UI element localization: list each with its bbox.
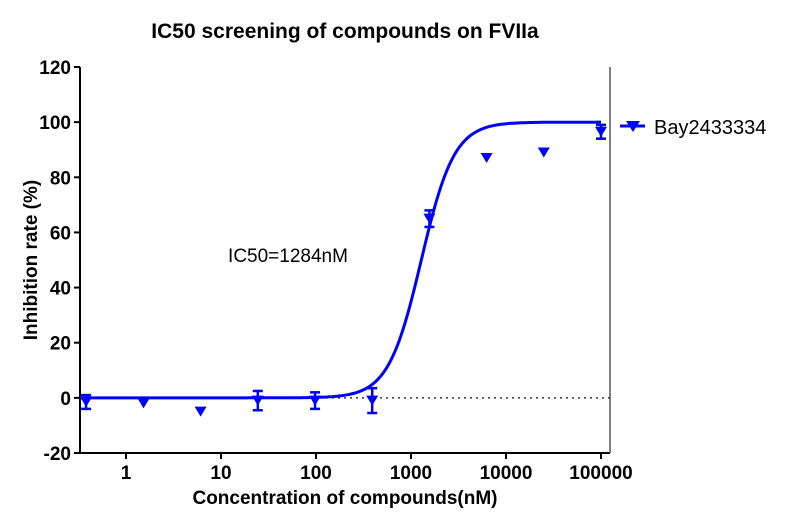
- y-tick-label: -20: [44, 444, 71, 465]
- data-point: [537, 147, 550, 158]
- legend-marker-triangle-down-icon: [626, 121, 640, 132]
- x-tick-label: 10000: [480, 463, 533, 484]
- y-tick-label: 60: [50, 223, 71, 244]
- chart-title: IC50 screening of compounds on FVIIa: [151, 20, 539, 43]
- x-tick-label: 10: [210, 463, 231, 484]
- y-tick-label: 80: [50, 168, 71, 189]
- x-tick-label: 1: [121, 463, 132, 484]
- data-point: [480, 152, 493, 163]
- data-point: [423, 213, 436, 224]
- data-point: [80, 396, 93, 407]
- legend: Bay2433334: [620, 117, 766, 139]
- y-axis-label: Inhibition rate (%): [21, 180, 42, 340]
- fit-curve: [81, 120, 601, 400]
- legend-label: Bay2433334: [654, 117, 766, 139]
- y-tick-label: 20: [50, 334, 71, 355]
- y-tick-label: 100: [39, 113, 71, 134]
- x-tick-label: 100: [300, 463, 332, 484]
- x-tick-label: 1000: [390, 463, 432, 484]
- y-tick-label: 40: [50, 279, 71, 300]
- y-tick-label: 120: [39, 58, 71, 79]
- x-axis-label: Concentration of compounds(nM): [192, 488, 497, 509]
- data-point: [366, 395, 379, 406]
- data-point: [595, 126, 607, 137]
- x-tick-label: 100000: [569, 463, 632, 484]
- data-point: [309, 395, 322, 406]
- data-point: [251, 395, 264, 406]
- ic50-annotation: IC50=1284nM: [228, 246, 348, 267]
- data-point: [137, 398, 150, 409]
- data-point: [194, 406, 207, 417]
- y-tick-label: 0: [60, 389, 71, 410]
